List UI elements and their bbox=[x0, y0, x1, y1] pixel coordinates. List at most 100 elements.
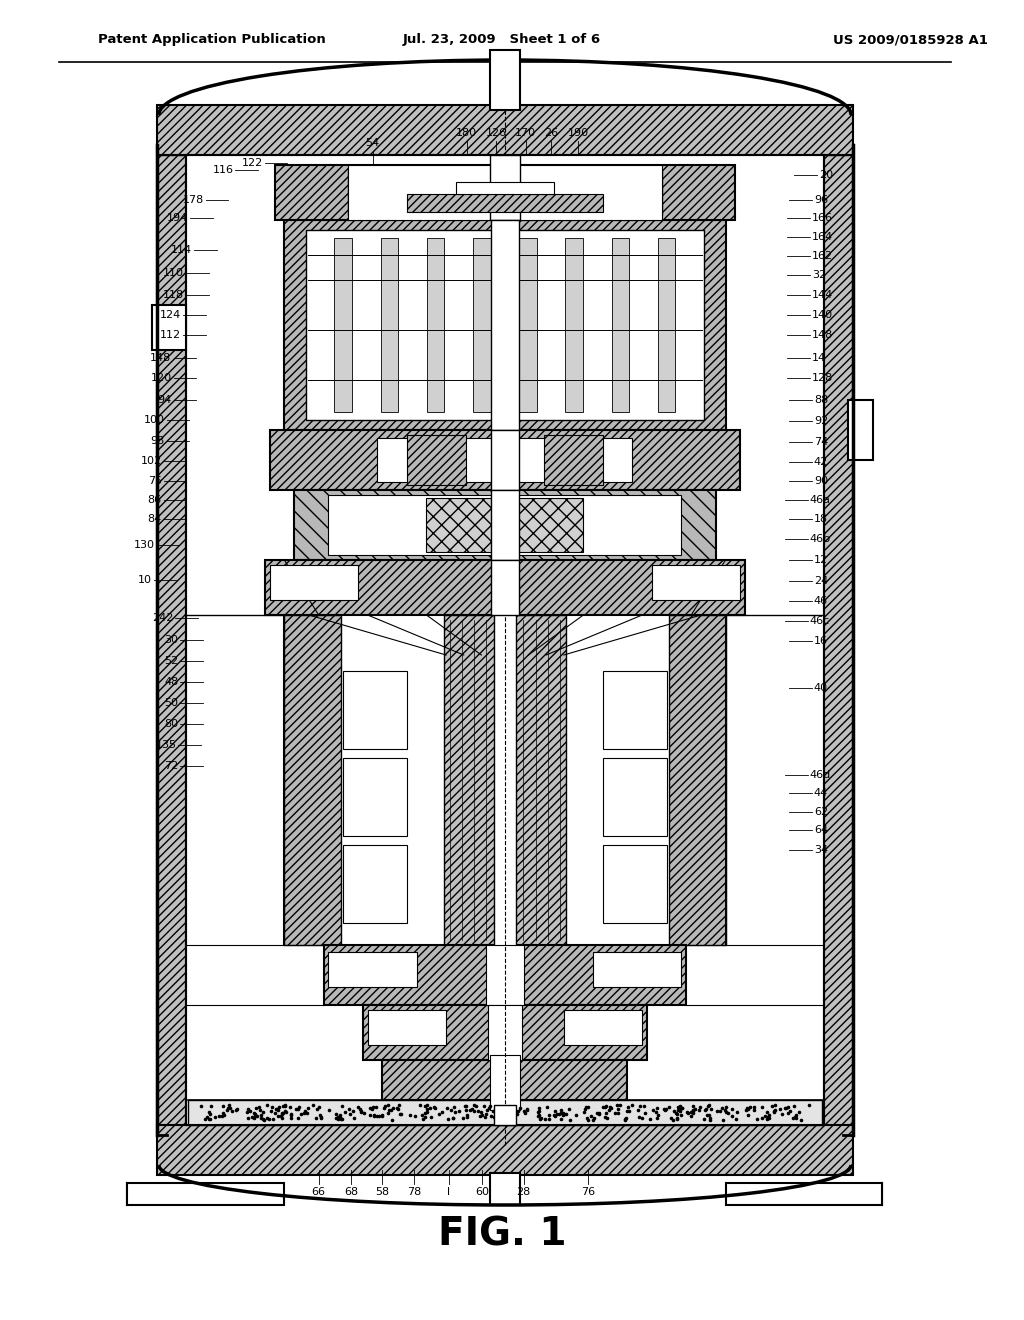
Point bbox=[580, 1097, 596, 1118]
Point bbox=[462, 1100, 478, 1121]
Point bbox=[658, 1098, 675, 1119]
Text: 140: 140 bbox=[812, 310, 833, 319]
Point bbox=[531, 1109, 548, 1130]
Point bbox=[197, 1109, 213, 1130]
Point bbox=[560, 1098, 577, 1119]
Point bbox=[466, 1101, 482, 1122]
Point bbox=[728, 1101, 744, 1122]
Point bbox=[739, 1098, 756, 1119]
Bar bbox=[490, 50, 519, 110]
Text: 94: 94 bbox=[158, 395, 172, 405]
Point bbox=[579, 1096, 595, 1117]
Text: 32: 32 bbox=[812, 271, 826, 280]
Point bbox=[291, 1097, 307, 1118]
Point bbox=[702, 1098, 719, 1119]
Bar bbox=[407, 436, 466, 484]
Point bbox=[297, 1101, 313, 1122]
Point bbox=[546, 1105, 562, 1126]
Point bbox=[575, 1102, 592, 1123]
Text: 20: 20 bbox=[818, 170, 833, 180]
Point bbox=[458, 1096, 474, 1117]
Point bbox=[772, 1098, 788, 1119]
Text: 76: 76 bbox=[582, 1187, 595, 1197]
Point bbox=[599, 1107, 615, 1129]
Bar bbox=[486, 945, 523, 1005]
Point bbox=[493, 1105, 509, 1126]
Text: 144: 144 bbox=[812, 290, 834, 300]
Text: 164: 164 bbox=[812, 232, 833, 242]
Text: 242: 242 bbox=[153, 612, 173, 623]
Point bbox=[801, 1094, 817, 1115]
Point bbox=[380, 1104, 396, 1125]
Point bbox=[361, 1105, 378, 1126]
Point bbox=[353, 1101, 370, 1122]
Point bbox=[274, 1107, 291, 1129]
Point bbox=[517, 1102, 534, 1123]
Bar bbox=[188, 1100, 821, 1125]
Point bbox=[329, 1104, 345, 1125]
Point bbox=[644, 1100, 660, 1121]
Point bbox=[490, 1100, 507, 1121]
Point bbox=[669, 1104, 685, 1125]
Point bbox=[283, 1107, 299, 1129]
Point bbox=[669, 1107, 685, 1129]
Point bbox=[372, 1105, 388, 1126]
Point bbox=[264, 1097, 281, 1118]
Point bbox=[759, 1102, 775, 1123]
Point bbox=[221, 1094, 238, 1115]
Point bbox=[455, 1107, 471, 1129]
Point bbox=[780, 1102, 797, 1123]
Point bbox=[529, 1106, 546, 1127]
Point bbox=[530, 1102, 547, 1123]
Point bbox=[269, 1098, 286, 1119]
Point bbox=[201, 1109, 217, 1130]
Bar bbox=[492, 490, 518, 560]
Text: 96: 96 bbox=[814, 195, 827, 205]
Point bbox=[215, 1096, 231, 1117]
Text: 24: 24 bbox=[814, 576, 828, 586]
Point bbox=[757, 1105, 773, 1126]
Point bbox=[787, 1104, 804, 1125]
Point bbox=[712, 1101, 728, 1122]
Bar bbox=[274, 165, 735, 220]
Point bbox=[782, 1100, 799, 1121]
Point bbox=[670, 1096, 686, 1117]
Bar bbox=[343, 671, 407, 748]
Text: 166: 166 bbox=[812, 213, 833, 223]
Text: 180: 180 bbox=[456, 128, 477, 139]
Point bbox=[485, 1101, 502, 1122]
Text: 26: 26 bbox=[544, 128, 558, 139]
Point bbox=[440, 1109, 457, 1130]
Point bbox=[760, 1106, 776, 1127]
Text: 10: 10 bbox=[138, 576, 152, 585]
Text: 34: 34 bbox=[814, 845, 827, 855]
Point bbox=[305, 1094, 322, 1115]
Point bbox=[685, 1100, 701, 1121]
Point bbox=[778, 1098, 795, 1119]
Point bbox=[464, 1098, 480, 1119]
Point bbox=[419, 1094, 435, 1115]
Point bbox=[754, 1097, 770, 1118]
Point bbox=[750, 1109, 766, 1130]
Point bbox=[674, 1097, 690, 1118]
Point bbox=[692, 1097, 709, 1118]
Text: FIG. 1: FIG. 1 bbox=[437, 1216, 566, 1254]
Bar bbox=[294, 490, 716, 560]
Point bbox=[380, 1094, 396, 1115]
Point bbox=[271, 1096, 288, 1117]
Text: 135: 135 bbox=[156, 741, 176, 750]
Point bbox=[374, 1105, 390, 1126]
Point bbox=[670, 1100, 686, 1121]
Point bbox=[636, 1096, 652, 1117]
Point bbox=[311, 1105, 328, 1126]
Point bbox=[261, 1109, 278, 1130]
Point bbox=[468, 1096, 484, 1117]
Bar bbox=[407, 194, 603, 213]
Text: 102: 102 bbox=[140, 455, 162, 466]
Point bbox=[422, 1097, 438, 1118]
Text: 46c: 46c bbox=[810, 616, 830, 626]
Point bbox=[279, 1101, 295, 1122]
Point bbox=[215, 1104, 231, 1125]
Text: 110: 110 bbox=[163, 268, 184, 279]
Bar bbox=[492, 220, 518, 430]
